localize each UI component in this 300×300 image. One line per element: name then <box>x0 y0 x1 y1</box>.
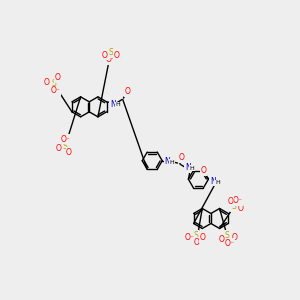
Text: O⁻: O⁻ <box>184 233 194 242</box>
Text: H: H <box>170 160 175 165</box>
Text: O: O <box>238 204 243 213</box>
Text: O: O <box>55 144 61 153</box>
Text: O: O <box>124 87 130 96</box>
Text: O: O <box>227 197 233 206</box>
Text: O: O <box>200 166 206 175</box>
Text: O⁻: O⁻ <box>232 196 242 205</box>
Text: O: O <box>55 73 60 82</box>
Text: H: H <box>115 102 120 107</box>
Text: O: O <box>178 153 184 162</box>
Text: S: S <box>63 142 68 151</box>
Text: O: O <box>218 235 224 244</box>
Text: H: H <box>190 166 195 171</box>
Text: O: O <box>101 51 107 60</box>
Text: O: O <box>200 233 206 242</box>
Text: S: S <box>108 48 113 57</box>
Text: O⁻: O⁻ <box>106 56 116 64</box>
Text: O⁻: O⁻ <box>61 135 71 144</box>
Text: O: O <box>44 78 50 87</box>
Text: N: N <box>210 177 215 186</box>
Text: O: O <box>114 51 120 60</box>
Text: O: O <box>231 233 237 242</box>
Text: O⁻: O⁻ <box>50 86 60 95</box>
Text: O: O <box>194 238 200 247</box>
Text: N: N <box>165 157 170 166</box>
Text: O⁻: O⁻ <box>225 238 235 247</box>
Text: N: N <box>185 163 191 172</box>
Text: S: S <box>51 79 56 88</box>
Text: N: N <box>110 100 116 109</box>
Text: H: H <box>215 180 220 185</box>
Text: O: O <box>66 148 72 157</box>
Text: S: S <box>225 231 230 240</box>
Text: S: S <box>194 231 199 240</box>
Text: S: S <box>231 202 236 211</box>
